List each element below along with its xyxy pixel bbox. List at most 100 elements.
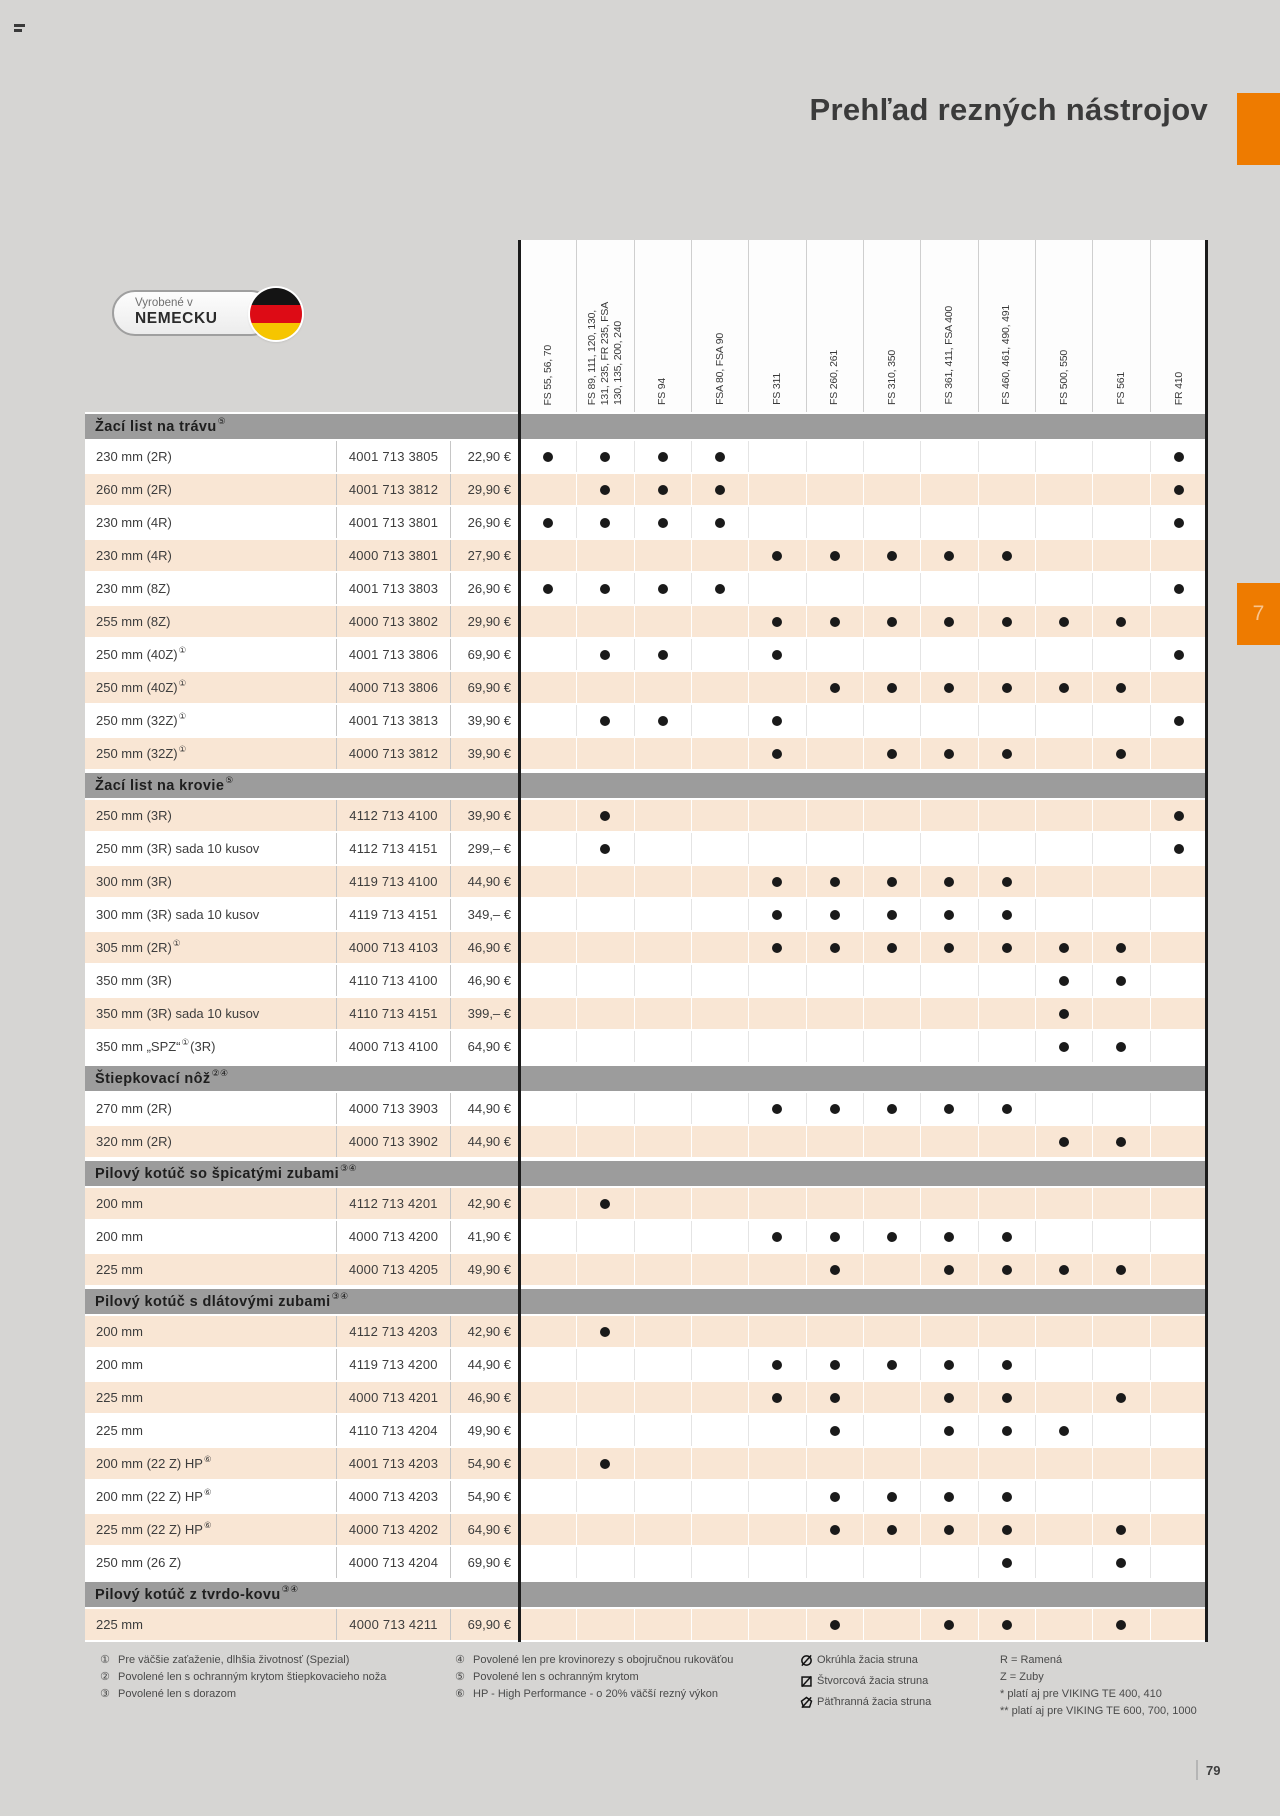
- legend-item: Z = Zuby: [1000, 1669, 1197, 1686]
- product-name-cell: 200 mm: [85, 1316, 337, 1347]
- table-row: 320 mm (2R) 4000 713 3902 44,90 €: [85, 1126, 1208, 1159]
- price-cell: 349,– €: [467, 907, 511, 922]
- price-cell: 54,90 €: [467, 1489, 511, 1504]
- compatibility-cell: [921, 998, 979, 1029]
- compatibility-cell: [864, 1349, 922, 1380]
- part-number-cell: 4000 713 4100: [337, 1031, 451, 1062]
- machine-column-header: FS 310, 350: [863, 240, 922, 412]
- compatibility-cell: [864, 1609, 922, 1640]
- compatibility-cell: [749, 1188, 807, 1219]
- compatibility-dot: [1059, 682, 1070, 693]
- compatibility-cell: [692, 998, 750, 1029]
- table-row: 305 mm (2R) ① 4000 713 4103 46,90 €: [85, 932, 1208, 965]
- badge-line2: NEMECKU: [135, 310, 218, 327]
- compatibility-cell: [749, 899, 807, 930]
- compatibility-cell: [692, 1609, 750, 1640]
- compatibility-cell: [1151, 965, 1208, 996]
- product-name-cell: 260 mm (2R): [85, 474, 337, 505]
- compatibility-cell: [1093, 1448, 1151, 1479]
- compatibility-cell: [864, 899, 922, 930]
- page-title: Prehľad rezných nástrojov: [809, 92, 1208, 127]
- product-name: 230 mm (8Z): [96, 581, 171, 596]
- compatibility-cell: [1151, 738, 1208, 769]
- compatibility-cell: [749, 1609, 807, 1640]
- product-name: 350 mm (3R): [96, 973, 172, 988]
- row-footnote-mark: ①: [178, 678, 187, 688]
- compatibility-cell: [979, 1415, 1036, 1446]
- section-title: Žací list na trávu: [95, 418, 217, 435]
- compatibility-cell: [635, 866, 692, 897]
- part-number-cell: 4000 713 4200: [337, 1221, 451, 1252]
- compatibility-cell: [520, 1031, 578, 1062]
- compatibility-cell: [979, 899, 1036, 930]
- compatibility-cell: [807, 1547, 864, 1578]
- table-row: 350 mm (3R) sada 10 kusov 4110 713 4151 39…: [85, 998, 1208, 1031]
- product-name-cell: 225 mm (22 Z) HP ⑥: [85, 1514, 337, 1545]
- price-cell: 299,– €: [467, 841, 511, 856]
- compatibility-cell: [577, 1093, 635, 1124]
- table-row: 250 mm (40Z) ① 4000 713 3806 69,90 €: [85, 672, 1208, 705]
- price-cell: 54,90 €: [467, 1456, 511, 1471]
- table-row: 230 mm (4R) 4000 713 3801 27,90 €: [85, 540, 1208, 573]
- compatibility-cell: [1036, 899, 1094, 930]
- compatibility-cell: [1151, 672, 1208, 703]
- compatibility-cell: [979, 573, 1036, 604]
- compatibility-cell: [921, 1221, 979, 1252]
- price-cell: 42,90 €: [467, 1324, 511, 1339]
- compatibility-cell: [749, 1448, 807, 1479]
- compatibility-cell: [577, 705, 635, 736]
- compatibility-dot: [1174, 517, 1185, 528]
- compatibility-cell: [979, 1126, 1036, 1157]
- price-cell: 69,90 €: [467, 1617, 511, 1632]
- part-number-cell: 4110 713 4204: [337, 1415, 451, 1446]
- product-name: 225 mm: [96, 1262, 143, 1277]
- part-number-cell: 4000 713 4201: [337, 1382, 451, 1413]
- compatibility-cell: [1036, 1415, 1094, 1446]
- compatibility-cell: [979, 1093, 1036, 1124]
- compatibility-cell: [1151, 1415, 1208, 1446]
- compatibility-cell: [1151, 1254, 1208, 1285]
- compatibility-cell: [807, 1031, 864, 1062]
- part-number-cell: 4112 713 4201: [337, 1188, 451, 1219]
- product-name-cell: 350 mm (3R): [85, 965, 337, 996]
- footnote-item: ⑤ Povolené len s ochranným krytom: [455, 1669, 733, 1686]
- table-row: 200 mm 4112 713 4203 42,90 €: [85, 1316, 1208, 1349]
- product-name-cell: 250 mm (40Z) ①: [85, 672, 337, 703]
- product-name: 260 mm (2R): [96, 482, 172, 497]
- product-name: 300 mm (3R): [96, 874, 172, 889]
- table-row: 350 mm (3R) 4110 713 4100 46,90 €: [85, 965, 1208, 998]
- part-number-cell: 4000 713 3801: [337, 540, 451, 571]
- compatibility-cell: [864, 1093, 922, 1124]
- compatibility-cell: [577, 1349, 635, 1380]
- compatibility-cell: [1036, 639, 1094, 670]
- compatibility-cell: [979, 672, 1036, 703]
- product-name-suffix: (3R): [190, 1039, 216, 1054]
- table-row: 200 mm 4000 713 4200 41,90 €: [85, 1221, 1208, 1254]
- compatibility-cell: [749, 998, 807, 1029]
- compatibility-dot: [829, 682, 840, 693]
- part-number-cell: 4112 713 4203: [337, 1316, 451, 1347]
- compatibility-cell: [921, 1349, 979, 1380]
- compatibility-cell: [1036, 1609, 1094, 1640]
- machine-column-label-line: FS 561: [1114, 372, 1127, 405]
- compatibility-dot: [887, 942, 898, 953]
- compatibility-cell: [921, 1254, 979, 1285]
- compatibility-cell: [979, 1188, 1036, 1219]
- compatibility-cell: [635, 1609, 692, 1640]
- product-name: 250 mm (40Z): [96, 647, 178, 662]
- section-title: Štiepkovací nôž: [95, 1070, 211, 1087]
- compatibility-dot: [772, 715, 783, 726]
- compatibility-cell: [520, 474, 578, 505]
- price-cell: 39,90 €: [467, 746, 511, 761]
- compatibility-dot: [829, 616, 840, 627]
- compatibility-dot: [715, 451, 726, 462]
- compatibility-cell: [921, 573, 979, 604]
- compatibility-cell: [749, 1221, 807, 1252]
- compatibility-cell: [520, 1188, 578, 1219]
- compatibility-cell: [864, 705, 922, 736]
- product-name: 255 mm (8Z): [96, 614, 171, 629]
- compatibility-cell: [979, 1514, 1036, 1545]
- product-name-cell: 305 mm (2R) ①: [85, 932, 337, 963]
- compatibility-cell: [635, 965, 692, 996]
- compatibility-dot: [1059, 1008, 1070, 1019]
